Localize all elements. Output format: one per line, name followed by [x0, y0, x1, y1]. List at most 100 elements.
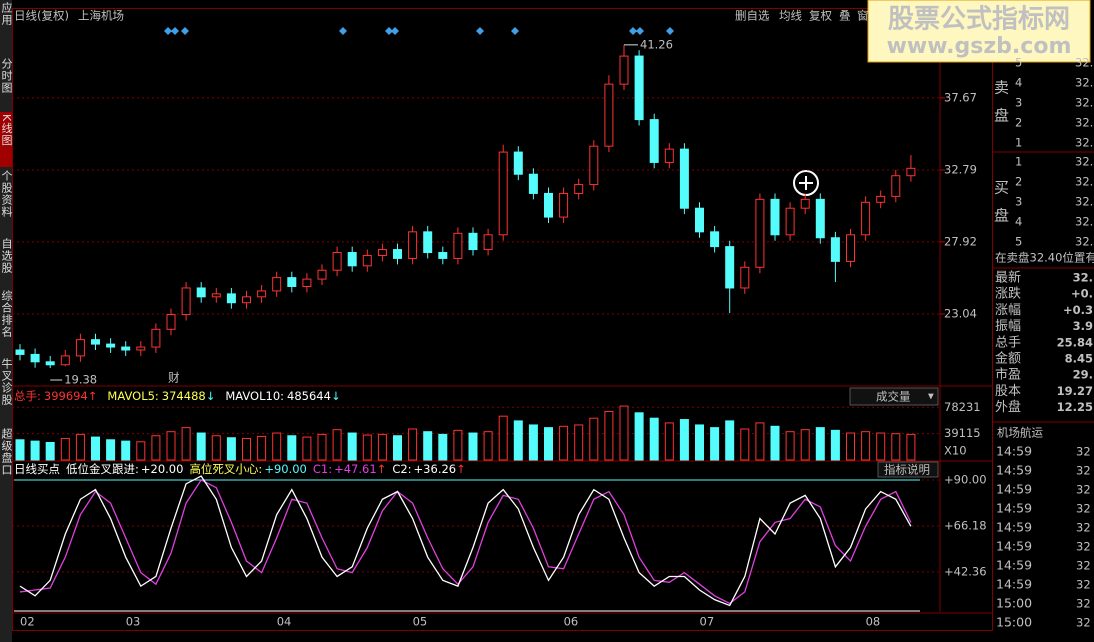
sidebar-tab[interactable]: 分时图 — [0, 58, 13, 94]
volume-bar — [785, 431, 795, 461]
order-price: 32. — [1075, 136, 1093, 150]
legend-name: 总手: — [14, 389, 41, 403]
volume-bar — [906, 433, 916, 461]
tick-time: 15:00 — [996, 596, 1032, 611]
tick-price: 32 — [1076, 483, 1091, 497]
sidebar-tab[interactable]: 自选股 — [0, 238, 13, 274]
legend-name: C2: — [392, 462, 411, 476]
toolbar-button[interactable]: 窗 — [857, 9, 869, 23]
indicator-help[interactable] — [877, 461, 939, 478]
volume-bar — [453, 429, 463, 461]
toolbar-button[interactable]: 均线 — [779, 9, 802, 23]
candle-body — [679, 148, 689, 209]
legend-name: MAVOL5: — [107, 389, 158, 403]
volume-bar — [513, 420, 523, 461]
toolbar-button[interactable]: 删自选 — [735, 9, 770, 23]
sidebar-tab[interactable]: 综合排名 — [0, 289, 13, 338]
sidebar-active — [0, 112, 12, 167]
x-tick-label: 04 — [277, 615, 292, 629]
order-level: 5 — [1015, 56, 1022, 70]
volume-bar — [75, 433, 85, 461]
y-tick-label: +90.00 — [944, 472, 987, 486]
volume-legend: 总手: 399694↑ MAVOL5: 374488↓ MAVOL10: 485644↓ — [14, 389, 341, 403]
order-price: 32. — [1075, 215, 1093, 229]
sidebar-tab[interactable]: 应用 — [0, 1, 13, 26]
candle-body — [483, 234, 493, 251]
volume-bar — [498, 415, 508, 461]
industry: 机场航运 — [997, 426, 1043, 440]
x-tick-label: 08 — [866, 615, 881, 629]
candle-body — [830, 237, 840, 262]
legend-name: 高位死叉小心: — [189, 462, 262, 476]
legend-arrow: ↑ — [88, 389, 98, 403]
candle-body — [423, 231, 433, 254]
candle-body — [453, 232, 463, 259]
tick-time: 14:59 — [996, 444, 1032, 459]
candle-body — [513, 151, 523, 175]
tick-price: 32 — [1076, 540, 1091, 554]
indicator-title: 日线买点 — [14, 462, 60, 476]
candle-body — [45, 361, 55, 366]
volume-bar — [846, 432, 855, 461]
volume-bar — [30, 440, 40, 461]
volume-bar — [181, 427, 191, 461]
min-label: 19.38 — [64, 373, 97, 387]
max-label: 41.26 — [640, 37, 673, 51]
stat-label: 涨跌 — [995, 286, 1021, 302]
stat-value: 3.9 — [1073, 319, 1093, 333]
order-price: 32. — [1075, 76, 1093, 90]
tick-price: 32 — [1076, 616, 1091, 630]
candle-body — [770, 198, 780, 236]
volume-bar — [393, 435, 402, 461]
candle-body — [408, 231, 418, 259]
candle-body — [151, 328, 161, 348]
y-tick-label: +66.18 — [944, 518, 987, 532]
volume-bar — [347, 432, 357, 461]
candle-body — [604, 83, 614, 147]
stat-value: 8.45 — [1065, 352, 1093, 366]
sidebar-tab[interactable]: 牛叉诊股 — [0, 357, 13, 406]
order-price: 32. — [1075, 155, 1093, 169]
order-level: 2 — [1015, 116, 1022, 130]
sidebar-tab[interactable]: 超级盘口 — [0, 427, 13, 476]
volume-bar — [589, 417, 599, 461]
volume-bar — [891, 433, 901, 461]
order-level: 1 — [1015, 136, 1022, 150]
volume-bar — [574, 424, 584, 461]
sidebar-tab[interactable]: 个股资料 — [0, 170, 13, 218]
indicator-help-label[interactable]: 指标说明 — [884, 463, 930, 477]
candle-body — [589, 145, 599, 186]
watermark-box — [867, 0, 1091, 63]
volume-bar — [423, 431, 433, 461]
dropdown-arrow: ▾ — [928, 389, 934, 403]
candle-body — [196, 287, 206, 298]
candle-body — [181, 287, 191, 316]
volume-bar — [664, 422, 674, 461]
order-price: 32. — [1075, 235, 1093, 249]
indicator-select[interactable] — [849, 387, 939, 406]
legend-value: 485644 — [287, 389, 331, 403]
toolbar-button[interactable]: 叠 — [839, 9, 851, 23]
volume-bar — [302, 436, 312, 461]
candle-body — [800, 198, 810, 209]
stat-label: 市盈 — [995, 367, 1021, 383]
candle-body — [302, 278, 312, 287]
candle-body — [438, 252, 448, 259]
candle-body — [544, 192, 553, 218]
x-tick-label: 07 — [700, 615, 715, 629]
sidebar-tab[interactable]: K线图 — [0, 114, 13, 146]
candle-body — [498, 151, 508, 236]
volume-bar — [106, 439, 116, 461]
volume-bar — [755, 422, 765, 461]
candle-body — [725, 246, 735, 289]
candle-body — [166, 314, 176, 330]
indicator-name[interactable]: 成交量 — [876, 390, 911, 404]
y-tick-label: 23.04 — [944, 306, 977, 320]
toolbar-button[interactable]: 复权 — [809, 9, 832, 23]
candle-body — [906, 167, 916, 177]
order-level: 4 — [1015, 76, 1022, 90]
volume-bar — [226, 437, 236, 461]
candle-body — [664, 148, 674, 163]
tick-time: 14:59 — [996, 577, 1032, 592]
volume-bar — [544, 427, 553, 461]
